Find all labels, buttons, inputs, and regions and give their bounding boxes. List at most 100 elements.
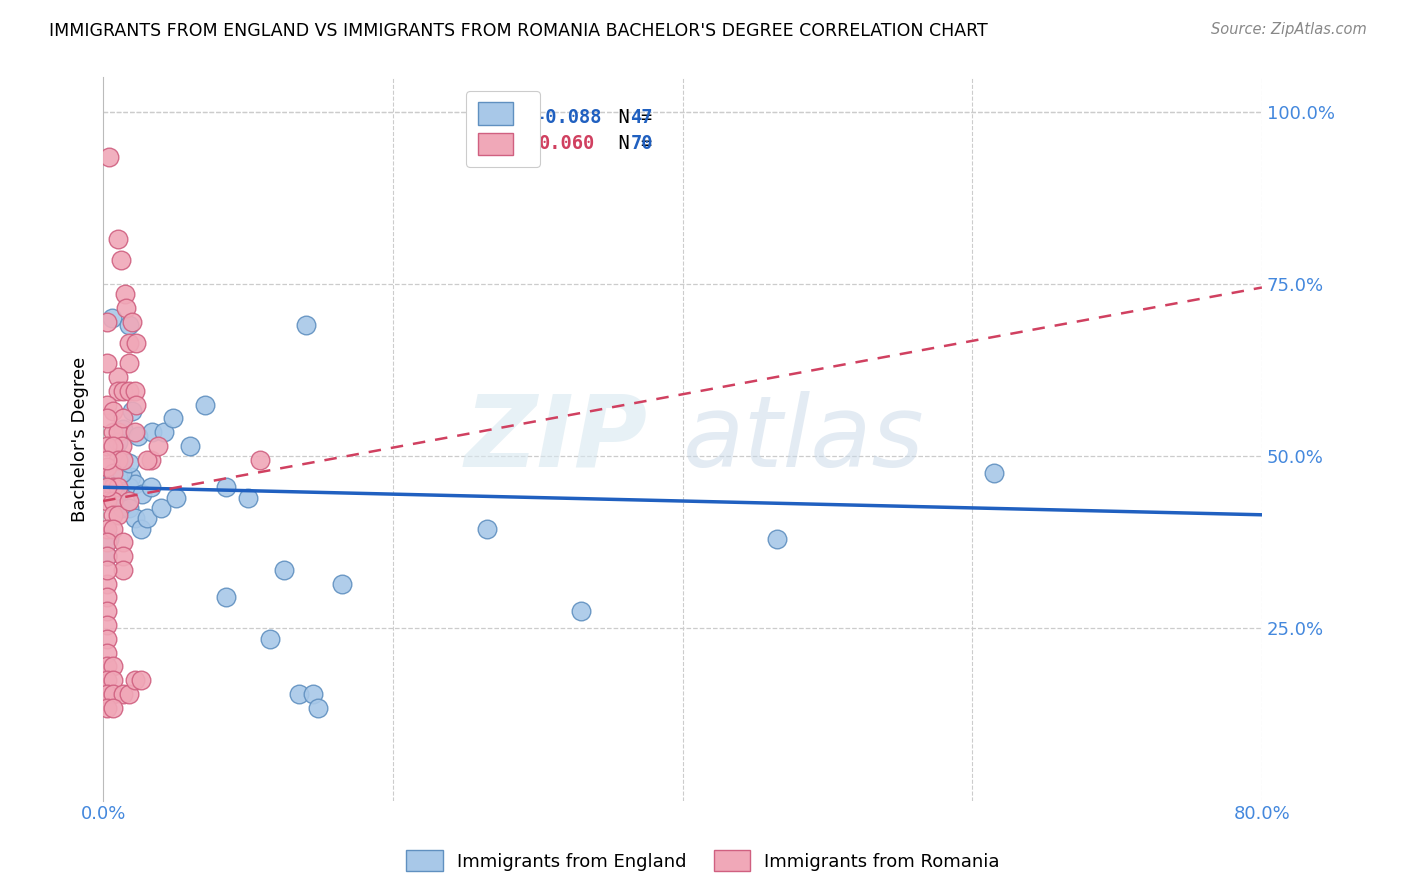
Point [125, 335, 148, 350]
Point [330, 576, 353, 591]
Point [124, 511, 146, 525]
Point [124, 425, 146, 439]
Point [107, 491, 129, 505]
Point [236, 491, 259, 505]
Point [107, 508, 129, 522]
Point [107, 480, 129, 494]
Point [118, 480, 141, 494]
Point [118, 356, 141, 370]
Point [96, 673, 118, 687]
Point [139, 480, 162, 494]
Point [112, 535, 135, 549]
Point [129, 673, 152, 687]
Point [125, 398, 148, 412]
Point [127, 428, 149, 442]
Point [112, 549, 135, 563]
Point [111, 439, 134, 453]
Point [153, 425, 176, 439]
Point [135, 511, 157, 525]
Text: atlas: atlas [682, 391, 924, 488]
Point [96, 632, 118, 646]
Point [103, 659, 125, 673]
Point [118, 687, 141, 701]
Point [96, 700, 118, 714]
Point [103, 467, 125, 481]
Point [765, 532, 787, 546]
Point [112, 452, 135, 467]
Point [118, 500, 141, 515]
Point [112, 687, 135, 701]
Point [131, 487, 153, 501]
Point [107, 452, 129, 467]
Point [101, 311, 124, 326]
Text: IMMIGRANTS FROM ENGLAND VS IMMIGRANTS FROM ROMANIA BACHELOR'S DEGREE CORRELATION: IMMIGRANTS FROM ENGLAND VS IMMIGRANTS FR… [49, 22, 988, 40]
Point [112, 411, 135, 425]
Legend: Immigrants from England, Immigrants from Romania: Immigrants from England, Immigrants from… [399, 843, 1007, 879]
Point [112, 452, 135, 467]
Point [96, 522, 118, 536]
Point [141, 425, 163, 439]
Point [249, 452, 271, 467]
Point [215, 480, 238, 494]
Point [302, 687, 325, 701]
Text: 0.060: 0.060 [538, 134, 595, 153]
Point [107, 232, 129, 246]
Point [129, 522, 152, 536]
Point [96, 646, 118, 660]
Point [120, 470, 142, 484]
Point [96, 452, 118, 467]
Text: 70: 70 [630, 134, 652, 153]
Text: -0.088: -0.088 [534, 108, 602, 127]
Point [112, 563, 135, 577]
Text: N =: N = [596, 108, 664, 127]
Point [112, 384, 135, 398]
Point [96, 315, 118, 329]
Point [103, 673, 125, 687]
Point [107, 384, 129, 398]
Point [96, 439, 118, 453]
Point [96, 549, 118, 563]
Point [96, 411, 118, 425]
Point [103, 508, 125, 522]
Point [121, 404, 143, 418]
Point [146, 439, 169, 453]
Point [179, 439, 201, 453]
Point [135, 452, 157, 467]
Point [96, 618, 118, 632]
Point [139, 452, 162, 467]
Point [118, 384, 141, 398]
Point [103, 439, 125, 453]
Point [150, 500, 173, 515]
Text: R =: R = [503, 108, 548, 127]
Point [107, 470, 129, 484]
Point [96, 659, 118, 673]
Point [115, 301, 138, 315]
Text: ZIP: ZIP [465, 391, 648, 488]
Point [983, 467, 1005, 481]
Point [103, 470, 125, 484]
Point [103, 522, 125, 536]
Point [107, 370, 129, 384]
Point [114, 287, 136, 301]
Point [111, 500, 134, 515]
Point [103, 480, 125, 494]
Point [96, 494, 118, 508]
Point [273, 563, 295, 577]
Point [215, 591, 238, 605]
Point [111, 480, 134, 494]
Point [162, 411, 184, 425]
Point [107, 435, 129, 450]
Point [124, 476, 146, 491]
Point [96, 591, 118, 605]
Point [96, 398, 118, 412]
Point [121, 315, 143, 329]
Point [107, 425, 129, 439]
Point [124, 384, 146, 398]
Point [103, 480, 125, 494]
Point [124, 673, 146, 687]
Point [103, 494, 125, 508]
Point [96, 687, 118, 701]
Point [96, 563, 118, 577]
Point [118, 494, 141, 508]
Point [96, 356, 118, 370]
